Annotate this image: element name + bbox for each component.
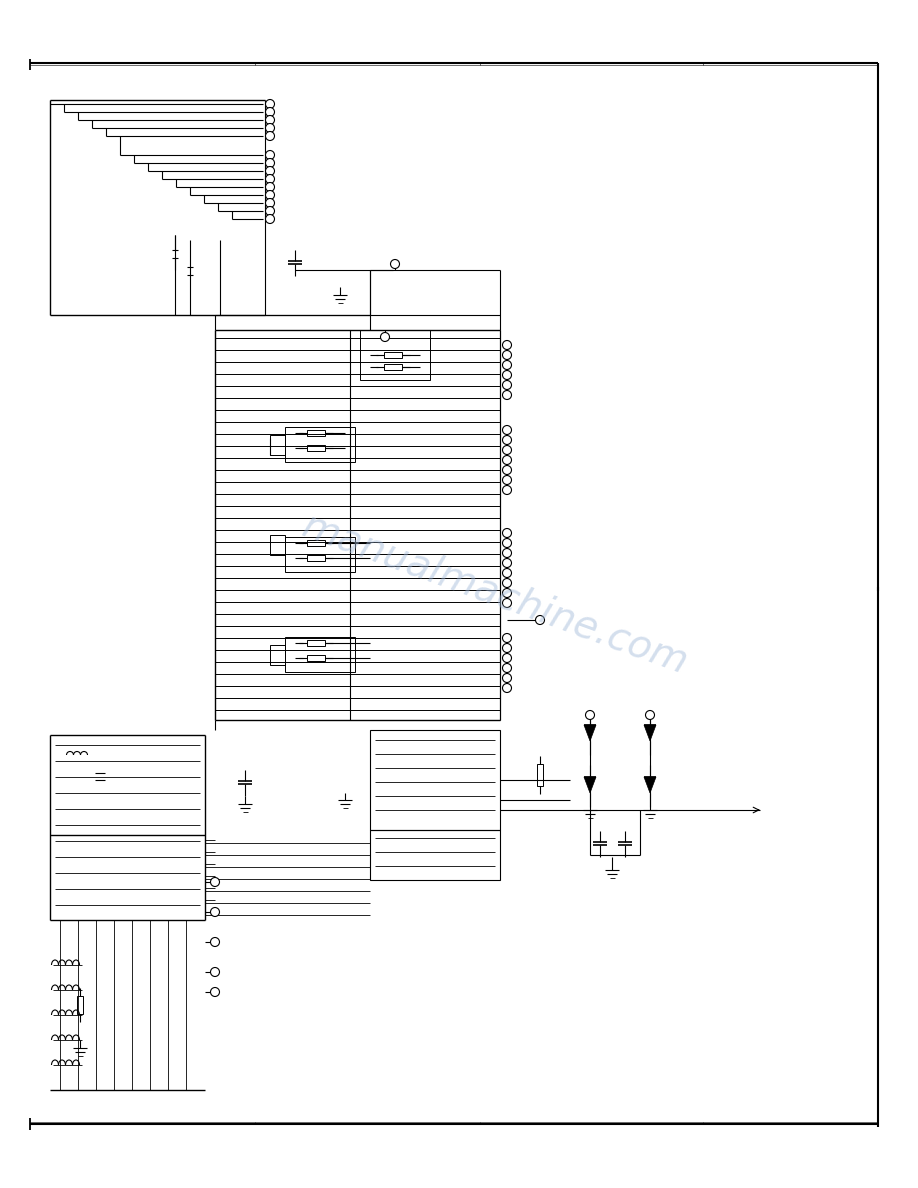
Circle shape bbox=[265, 198, 274, 208]
Circle shape bbox=[502, 466, 511, 474]
Bar bbox=[285, 426, 355, 462]
Circle shape bbox=[502, 529, 511, 537]
Circle shape bbox=[265, 100, 274, 108]
Circle shape bbox=[502, 674, 511, 682]
Circle shape bbox=[502, 380, 511, 390]
Circle shape bbox=[265, 215, 274, 223]
Bar bbox=[384, 364, 402, 369]
Circle shape bbox=[502, 455, 511, 465]
Circle shape bbox=[502, 588, 511, 598]
Circle shape bbox=[645, 710, 655, 720]
Circle shape bbox=[502, 391, 511, 399]
Circle shape bbox=[265, 132, 274, 140]
Circle shape bbox=[502, 446, 511, 455]
Circle shape bbox=[502, 538, 511, 548]
Bar bbox=[307, 655, 325, 661]
Bar bbox=[307, 430, 325, 436]
Bar bbox=[285, 537, 355, 571]
Bar bbox=[270, 535, 285, 555]
Circle shape bbox=[502, 475, 511, 485]
Circle shape bbox=[502, 569, 511, 577]
Circle shape bbox=[502, 486, 511, 494]
Circle shape bbox=[265, 151, 274, 159]
Bar bbox=[384, 352, 402, 358]
Bar bbox=[537, 764, 543, 786]
Polygon shape bbox=[644, 777, 656, 794]
Circle shape bbox=[502, 653, 511, 663]
Circle shape bbox=[265, 107, 274, 116]
Circle shape bbox=[390, 259, 399, 268]
Circle shape bbox=[502, 599, 511, 607]
Circle shape bbox=[210, 967, 219, 977]
Polygon shape bbox=[584, 725, 596, 741]
Circle shape bbox=[502, 436, 511, 444]
Bar bbox=[285, 637, 355, 672]
Bar bbox=[370, 729, 500, 830]
Bar bbox=[77, 996, 83, 1015]
Bar bbox=[270, 645, 285, 665]
Bar bbox=[270, 435, 285, 455]
Circle shape bbox=[502, 360, 511, 369]
Circle shape bbox=[502, 425, 511, 435]
Circle shape bbox=[265, 115, 274, 125]
Circle shape bbox=[502, 558, 511, 568]
Bar bbox=[360, 330, 430, 380]
Circle shape bbox=[210, 937, 219, 947]
Circle shape bbox=[265, 166, 274, 176]
Circle shape bbox=[502, 579, 511, 588]
Circle shape bbox=[535, 615, 544, 625]
Circle shape bbox=[265, 158, 274, 168]
Circle shape bbox=[265, 183, 274, 191]
Circle shape bbox=[265, 175, 274, 183]
Circle shape bbox=[502, 683, 511, 693]
Circle shape bbox=[502, 341, 511, 349]
Circle shape bbox=[586, 710, 595, 720]
Circle shape bbox=[502, 350, 511, 360]
Bar bbox=[307, 555, 325, 561]
Circle shape bbox=[265, 207, 274, 215]
Polygon shape bbox=[584, 777, 596, 794]
Bar bbox=[370, 830, 500, 880]
Circle shape bbox=[210, 878, 219, 886]
Circle shape bbox=[210, 987, 219, 997]
Circle shape bbox=[265, 190, 274, 200]
Bar bbox=[307, 446, 325, 451]
Circle shape bbox=[265, 124, 274, 133]
Circle shape bbox=[210, 908, 219, 916]
Bar bbox=[307, 640, 325, 646]
Bar bbox=[307, 541, 325, 546]
Circle shape bbox=[380, 333, 389, 341]
Polygon shape bbox=[644, 725, 656, 741]
Circle shape bbox=[502, 664, 511, 672]
Circle shape bbox=[502, 371, 511, 379]
Circle shape bbox=[502, 644, 511, 652]
Circle shape bbox=[502, 633, 511, 643]
Circle shape bbox=[502, 549, 511, 557]
Text: manualmachine.com: manualmachine.com bbox=[297, 506, 694, 682]
